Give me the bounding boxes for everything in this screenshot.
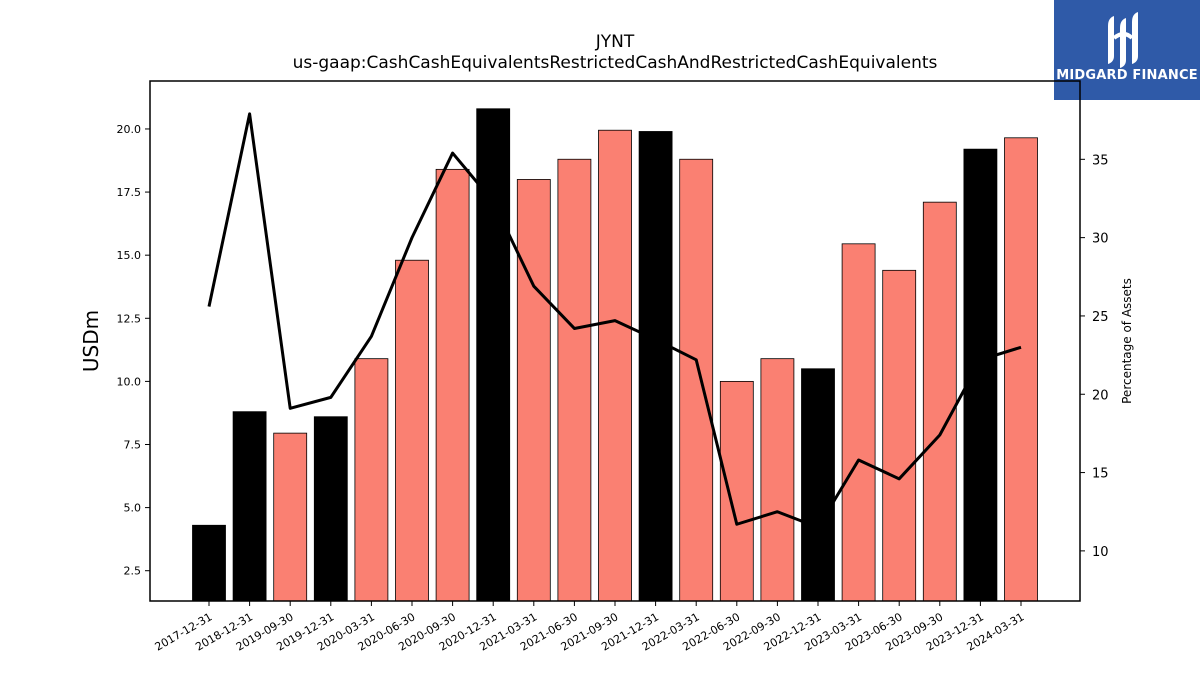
bar-2020-06-30 (395, 259, 429, 602)
bar-2017-12-31 (192, 524, 226, 602)
chart-title: JYNT (595, 32, 635, 52)
y-tick-label: 15.0 (117, 249, 142, 262)
logo-text: MIDGARD FINANCE (1056, 68, 1198, 83)
bar-2020-09-30 (435, 168, 470, 602)
bar-2021-12-31 (638, 131, 673, 602)
chart-subtitle: us-gaap:CashCashEquivalentsRestrictedCas… (292, 53, 938, 73)
y-axis-label: USDm (79, 310, 103, 372)
bar-2019-12-31 (313, 416, 348, 602)
bar-2021-06-30 (557, 158, 592, 602)
bar-2023-09-30 (922, 201, 957, 602)
y2-tick-label: 15 (1092, 467, 1109, 482)
bar-2018-12-31 (232, 411, 267, 602)
percentage-line (207, 112, 1022, 529)
y-tick-label: 12.5 (117, 312, 142, 325)
brand-logo: MIDGARD FINANCE (1054, 0, 1200, 100)
bar-2019-09-30 (273, 432, 308, 602)
bar-2023-06-30 (882, 269, 917, 602)
bar-2023-03-31 (841, 243, 876, 602)
bar-2022-03-31 (679, 158, 714, 602)
bar-2021-09-30 (598, 129, 632, 602)
y2-tick-label: 10 (1092, 545, 1109, 560)
y2-tick-label: 25 (1092, 310, 1109, 325)
x-axis: 2017-12-312018-12-312019-09-302019-12-31… (153, 601, 1027, 654)
line-group (207, 112, 1022, 529)
y2-tick-label: 20 (1092, 388, 1109, 403)
y-tick-label: 2.5 (124, 565, 142, 578)
midgard-m-icon (1054, 8, 1200, 74)
y-tick-label: 5.0 (124, 502, 142, 515)
y-tick-label: 7.5 (124, 438, 142, 451)
bar-2020-12-31 (476, 108, 511, 602)
y2-tick-label: 35 (1092, 153, 1109, 168)
y2-axis-label: Percentage of Assets (1120, 278, 1134, 404)
bar-2022-12-31 (801, 368, 835, 602)
bar-2021-03-31 (516, 179, 551, 602)
chart-title-block: JYNT us-gaap:CashCashEquivalentsRestrict… (150, 32, 1080, 74)
bar-2020-03-31 (354, 358, 389, 602)
y-tick-label: 17.5 (117, 186, 142, 199)
right-axis: 10 15 20 25 30 35 (1080, 153, 1109, 560)
y2-tick-label: 30 (1092, 232, 1109, 247)
bar-2022-09-30 (760, 358, 795, 602)
y-tick-label: 20.0 (117, 123, 142, 136)
bar-2024-03-31 (1004, 137, 1038, 602)
y-tick-label: 10.0 (117, 375, 142, 388)
bar-2022-06-30 (719, 380, 754, 602)
bar-2023-12-31 (963, 148, 998, 602)
left-axis: 2.5 5.0 7.5 10.0 12.5 15.0 17.5 20.0 (117, 123, 150, 578)
bar-group (192, 108, 1038, 602)
